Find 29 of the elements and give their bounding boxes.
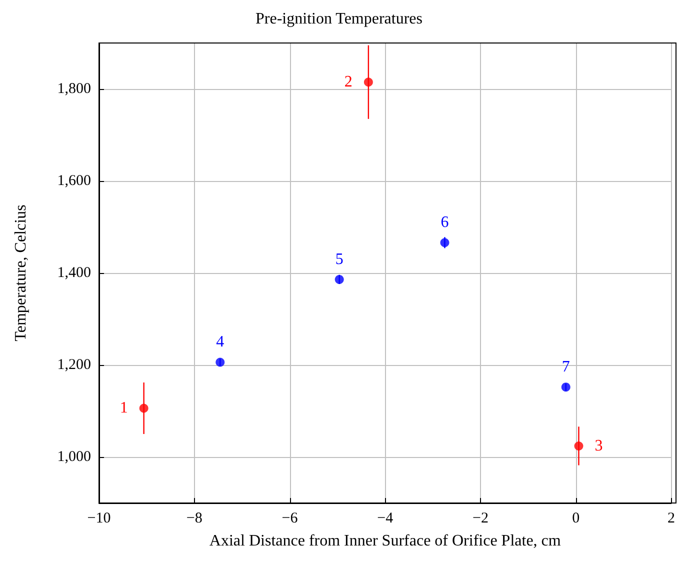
x-tick-label: −4 (377, 510, 394, 526)
annotation: 6 (440, 214, 449, 232)
annotation: 7 (562, 358, 570, 376)
point (440, 238, 450, 248)
annotation: 1 (120, 400, 128, 417)
point (561, 382, 570, 392)
x-tick-label: 2 (668, 510, 675, 526)
annotation: 3 (594, 437, 603, 454)
y-tick-label: 1,400 (57, 265, 91, 281)
x-tick-label: −8 (186, 510, 202, 526)
point (364, 78, 373, 87)
chart-title: Pre-ignition Temperatures (256, 10, 422, 28)
annotation: 5 (335, 250, 344, 268)
annotation: 2 (344, 74, 352, 91)
y-tick-label: 1,200 (57, 357, 91, 373)
annotation: 4 (216, 334, 224, 351)
y-tick-label: 1,800 (57, 81, 91, 97)
y-tick-label: 1,600 (57, 173, 91, 189)
y-tick-label: 1,000 (57, 449, 91, 465)
x-tick-label: −2 (472, 510, 488, 526)
point (574, 441, 584, 450)
x-tick-label: 0 (572, 510, 580, 526)
x-axis-title: Axial Distance from Inner Surface of Orifice Plate, cm (209, 532, 562, 550)
x-tick-label: −6 (282, 510, 298, 526)
point (216, 358, 225, 367)
y-axis-title: Temperature, Celcius (12, 204, 30, 342)
x-tick-label: −10 (87, 510, 111, 526)
point (139, 404, 148, 413)
point (334, 274, 344, 284)
